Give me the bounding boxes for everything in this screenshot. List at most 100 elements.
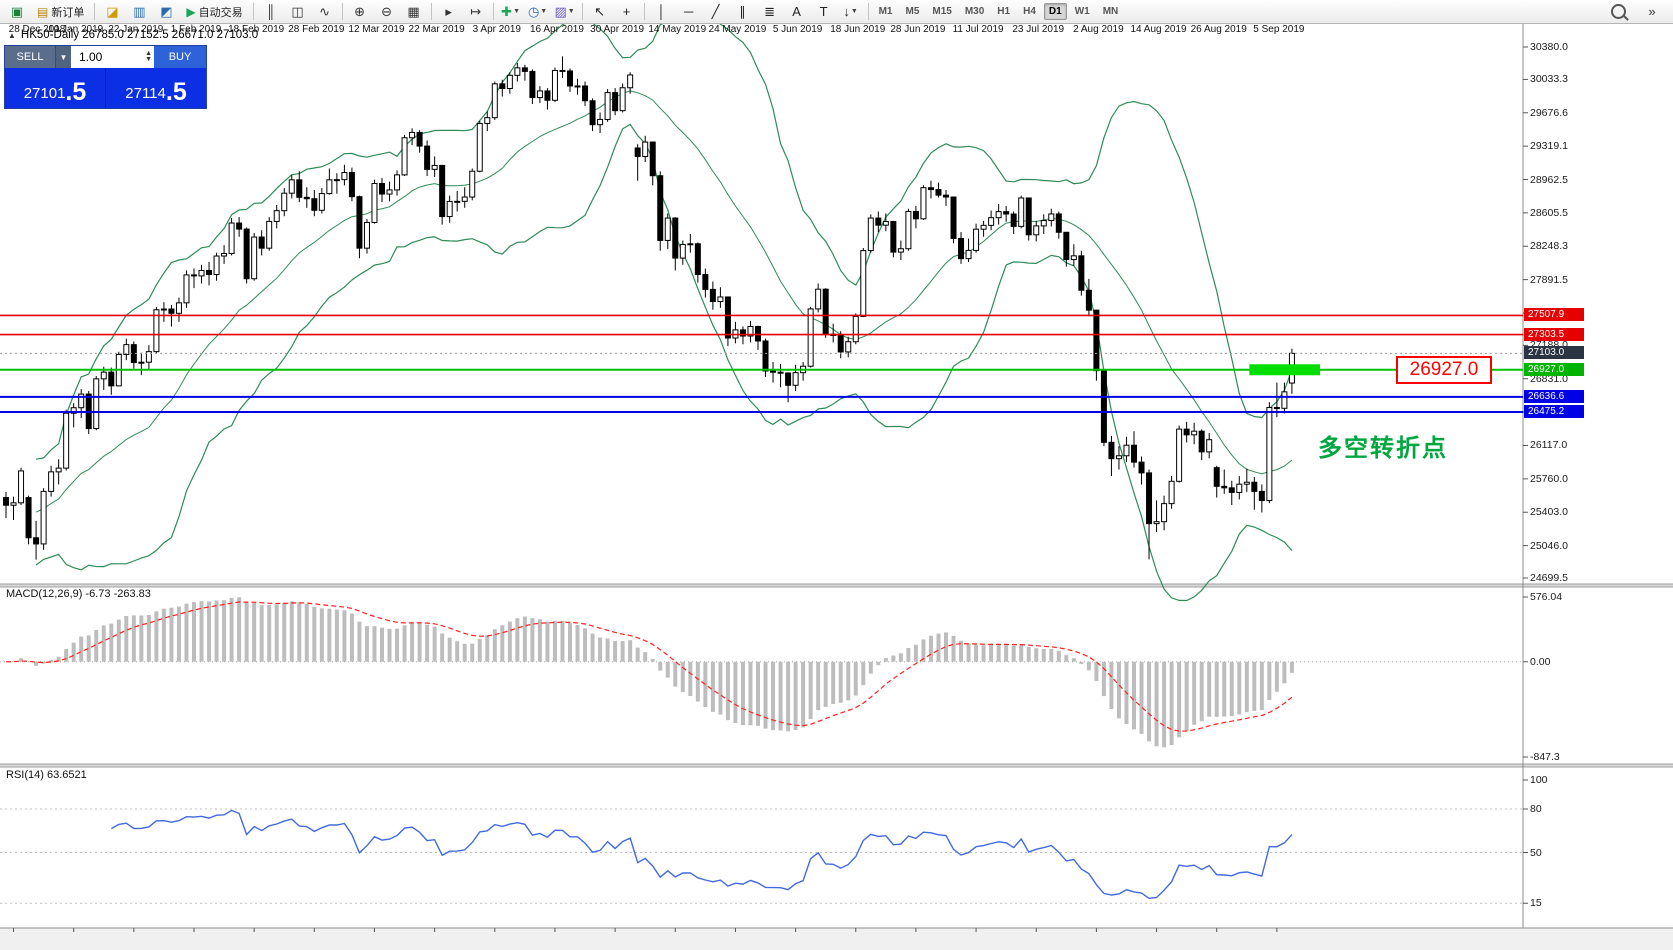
- tile-windows-icon[interactable]: ▦: [401, 1, 427, 23]
- templates-button[interactable]: ▨ ▼: [552, 1, 578, 23]
- bar-chart-icon[interactable]: ║: [258, 1, 284, 23]
- timeframe-m30[interactable]: M30: [964, 6, 985, 17]
- macd-axis-label: 576.04: [1530, 591, 1563, 603]
- chevron-down-icon: ▼: [540, 7, 548, 15]
- fibonacci-icon: ≣: [764, 3, 776, 19]
- timeframe-m15[interactable]: M15: [932, 6, 952, 17]
- resistance-tag-2: 27303.5: [1524, 327, 1584, 341]
- bollinger-upper-band: [35, 24, 1293, 460]
- timeframe-h4[interactable]: H4: [1023, 6, 1036, 17]
- price-axis-label: 25760.0: [1530, 472, 1568, 485]
- new-order-button-label: 新订单: [51, 6, 85, 19]
- navigator-icon: ◩: [160, 3, 173, 19]
- price-axis-label: 25403.0: [1530, 506, 1568, 519]
- new-order-button[interactable]: ▤ 新订单: [31, 1, 90, 23]
- cursor-icon: ↖: [594, 3, 606, 19]
- templates-button: ▨: [554, 3, 567, 19]
- trendline-icon[interactable]: ╱: [703, 1, 729, 23]
- price-callout[interactable]: 26927.0: [1396, 356, 1492, 384]
- market-watch-icon[interactable]: ◪: [99, 1, 125, 23]
- vertical-line-icon: │: [657, 3, 666, 19]
- zoom-out-icon[interactable]: ⊖: [374, 1, 400, 23]
- volume-spinner[interactable]: ▲ ▼: [145, 50, 152, 63]
- price-axis-label: 24699.5: [1530, 572, 1568, 584]
- new-chart-icon[interactable]: ▣: [4, 1, 30, 23]
- macd-indicator-label: MACD(12,26,9) -6.73 -263.83: [6, 588, 151, 600]
- autotrading-button[interactable]: ▶ 自动交易: [180, 1, 248, 23]
- macd-axis-label: -847.3: [1530, 751, 1560, 763]
- rsi-axis-label: 15: [1530, 897, 1542, 910]
- time-axis-label: 28 Dec 2018: [8, 24, 66, 35]
- price-axis-label: 28248.3: [1530, 240, 1568, 253]
- timeframe-d1[interactable]: D1: [1043, 3, 1067, 20]
- buy-price-button[interactable]: 27114.5: [106, 68, 206, 108]
- arrows-tool-icon: ↓: [843, 3, 850, 19]
- chart-window[interactable]: ▲ HK50-Daily 26785.0 27152.5 26671.0 271…: [0, 24, 1673, 950]
- time-axis-label: 3 Apr 2019: [472, 24, 521, 35]
- text-tool-icon[interactable]: A: [784, 1, 810, 23]
- navigator-icon[interactable]: ◩: [153, 1, 179, 23]
- vertical-line-icon[interactable]: │: [649, 1, 675, 23]
- main-toolbar: ▣ ▤ 新订单 ◪ ▥ ◩ ▶ 自动交易 ║ ◫ ∿ ⊕ ⊖ ▦ ▸ ↦ ✚ ▼ ◷ ▼ ▨ ▼ ↖ + │ ─ ╱ ∥ ≣ A T ↓ ▼ M1…: [0, 0, 1673, 24]
- rsi-line: [110, 809, 1293, 900]
- search-icon[interactable]: [1605, 1, 1631, 23]
- time-axis-label: 22 Jan 2019: [108, 24, 164, 35]
- price-axis-label: 28962.5: [1530, 173, 1568, 186]
- time-axis-label: 14 May 2019: [648, 24, 707, 35]
- toolbar-separator: [581, 3, 583, 20]
- timeframe-mn[interactable]: MN: [1102, 6, 1119, 17]
- collapse-triangle-icon[interactable]: ▲: [8, 30, 16, 40]
- cursor-icon[interactable]: ↖: [587, 1, 613, 23]
- auto-scroll-icon[interactable]: ▸: [436, 1, 462, 23]
- chart-shift-icon[interactable]: ↦: [463, 1, 489, 23]
- toolbar-overflow-icon[interactable]: »: [1639, 1, 1665, 23]
- toolbar-separator: [341, 3, 343, 20]
- toolbar-separator: [252, 3, 254, 20]
- data-window-icon[interactable]: ▥: [126, 1, 152, 23]
- time-axis-label: 23 Jul 2019: [1012, 24, 1065, 35]
- timeframe-h1[interactable]: H1: [997, 6, 1011, 17]
- periods-button[interactable]: ◷ ▼: [525, 1, 551, 23]
- sell-button[interactable]: SELL: [5, 46, 55, 68]
- support-tag-1: 26636.6: [1524, 389, 1584, 403]
- timeframe-m5[interactable]: M5: [905, 6, 920, 17]
- volume-input[interactable]: 1.00 ▲ ▼: [71, 46, 154, 68]
- search-icon: [1610, 4, 1626, 19]
- horizontal-line-icon[interactable]: ─: [676, 1, 702, 23]
- chart-shift-icon: ↦: [470, 3, 482, 19]
- pivot-highlight-segment[interactable]: [1249, 364, 1320, 376]
- candlestick-chart-icon[interactable]: ◫: [285, 1, 311, 23]
- time-axis-label: 30 Apr 2019: [590, 24, 645, 35]
- line-chart-icon[interactable]: ∿: [312, 1, 338, 23]
- buy-price-frac: .5: [165, 78, 187, 106]
- time-axis-label: 2 Aug 2019: [1073, 24, 1124, 35]
- equidistant-channel-icon[interactable]: ∥: [730, 1, 756, 23]
- toolbar-right-group: »: [1605, 1, 1669, 23]
- arrows-tool-icon[interactable]: ↓ ▼: [838, 1, 864, 23]
- crosshair-icon[interactable]: +: [614, 1, 640, 23]
- buy-button[interactable]: BUY: [154, 46, 206, 68]
- fibonacci-icon[interactable]: ≣: [757, 1, 783, 23]
- equidistant-channel-icon: ∥: [739, 3, 746, 19]
- rsi-axis-label: 80: [1530, 803, 1542, 815]
- rsi-axis-label: 100: [1530, 774, 1548, 786]
- sell-price-button[interactable]: 27101.5: [5, 68, 106, 108]
- bar-chart-icon: ║: [265, 3, 276, 19]
- price-axis-label: 27891.5: [1530, 273, 1568, 286]
- timeframe-m1[interactable]: M1: [878, 6, 893, 17]
- time-axis-label: 18 Jun 2019: [830, 24, 886, 35]
- text-label-icon[interactable]: T: [811, 1, 837, 23]
- indicators-button[interactable]: ✚ ▼: [498, 1, 524, 23]
- text-tool-icon: A: [792, 3, 801, 19]
- trade-panel-dropdown[interactable]: ▼: [55, 46, 71, 68]
- time-axis-label: 14 Aug 2019: [1130, 24, 1187, 35]
- time-axis-label: 18 Feb 2019: [228, 24, 285, 35]
- zoom-in-icon[interactable]: ⊕: [347, 1, 373, 23]
- new-order-icon: ▤: [37, 4, 49, 19]
- zoom-in-icon: ⊕: [354, 3, 366, 19]
- time-axis-label: 10 Jan 2019: [48, 24, 104, 35]
- timeframe-w1[interactable]: W1: [1074, 6, 1090, 17]
- chart-canvas[interactable]: [0, 24, 1673, 950]
- last-price-tag: 27103.0: [1524, 346, 1584, 360]
- candlestick-series: [3, 56, 1295, 560]
